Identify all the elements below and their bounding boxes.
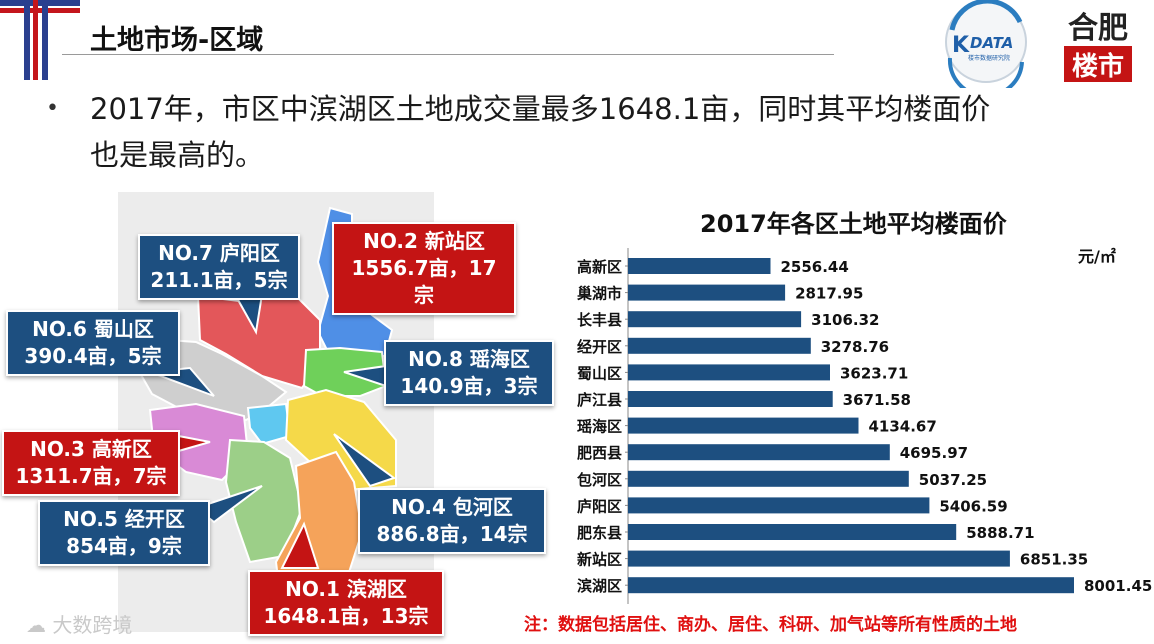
data-label: 5037.25 [919,471,987,489]
category-label: 经开区 [577,338,622,356]
data-label: 5406.59 [939,497,1007,515]
bar [628,497,930,514]
category-label: 长丰县 [577,311,622,329]
callout-jingkai: NO.5 经开区 854亩，9宗 [38,500,210,566]
bar [628,258,771,274]
callout-gaoxin: NO.3 高新区 1311.7亩，7宗 [2,430,180,496]
watermark-text: 大数跨境 [52,613,133,637]
category-label: 蜀山区 [577,364,622,382]
bullet-line-1: 2017年，市区中滨湖区土地成交量最多1648.1亩，同时其平均楼面价 [90,92,991,126]
bar [628,391,833,407]
category-label: 瑶海区 [577,418,622,436]
bar [628,337,811,354]
data-label: 3671.58 [843,391,911,409]
callout-shushan: NO.6 蜀山区 390.4亩，5宗 [6,310,180,376]
header-stripes [0,0,80,80]
data-label: 3278.76 [821,338,889,356]
bar-chart: 高新区 2556.44 巢湖市 2817.95 长丰县 3106.32 经开区 3278.76… [576,248,1152,604]
callout-binhu-detail: 1648.1亩，13宗 [263,604,429,628]
bar [628,284,786,301]
kdata-letter: K [952,33,970,58]
hefei-logo: 合肥 楼市 [1048,0,1148,90]
callout-luyang-detail: 211.1亩，5宗 [150,268,288,292]
callout-yaohai-detail: 140.9亩，3宗 [400,374,538,398]
callout-pointer-baohe [333,433,397,488]
data-label: 2817.95 [795,285,863,303]
callout-baohe-detail: 886.8亩，14宗 [376,522,528,546]
chart-unit-label: 元/㎡ [1078,247,1116,266]
kdata-subtitle: 楼市数据研究院 [968,54,1010,62]
data-label: 2556.44 [780,258,848,276]
callout-luyang: NO.7 庐阳区 211.1亩，5宗 [138,234,300,300]
category-label: 庐江县 [577,391,622,409]
kdata-wordmark: DATA [970,34,1013,52]
footnote: 注：数据包括居住、商办、居住、科研、加气站等所有性质的土地 [524,615,1017,635]
callout-pointer-binhu [280,521,320,569]
page-title: 土地市场-区域 [90,25,264,56]
bullet-icon: • [46,96,59,121]
callout-gaoxin-title: NO.3 高新区 [30,437,152,461]
callout-xinzhan-title: NO.2 新站区 [363,229,485,253]
bar [628,311,802,328]
callout-binhu: NO.1 滨湖区 1648.1亩，13宗 [248,570,444,636]
bar [628,417,859,434]
callout-binhu-title: NO.1 滨湖区 [285,577,407,601]
callout-xinzhan-detail: 1556.7亩，17宗 [351,256,497,307]
category-label: 新站区 [577,551,622,569]
category-label: 肥东县 [577,524,622,542]
watermark: ☁ 大数跨境 [26,609,132,638]
title-divider [62,54,834,55]
callout-baohe-title: NO.4 包河区 [391,495,513,519]
bar [628,577,1074,594]
bullet-text: 2017年，市区中滨湖区土地成交量最多1648.1亩，同时其平均楼面价 也是最高… [90,86,1080,178]
bar [628,524,957,540]
callout-yaohai: NO.8 瑶海区 140.9亩，3宗 [384,340,554,406]
category-label: 包河区 [577,471,622,489]
data-label: 6851.35 [1020,551,1088,569]
chart-title: 2017年各区土地平均楼面价 [700,210,1007,238]
hefei-logo-bottom: 楼市 [1072,51,1124,82]
bar [628,550,1010,567]
callout-gaoxin-detail: 1311.7亩，7宗 [15,464,167,488]
callout-jingkai-detail: 854亩，9宗 [66,534,182,558]
callout-shushan-title: NO.6 蜀山区 [32,317,154,341]
bullet-line-2: 也是最高的。 [90,138,265,172]
callout-luyang-title: NO.7 庐阳区 [158,241,280,265]
map-region-center [246,402,292,446]
category-label: 庐阳区 [577,497,622,515]
callout-xinzhan: NO.2 新站区 1556.7亩，17宗 [332,222,516,315]
category-label: 滨湖区 [577,577,622,595]
data-label: 4695.97 [900,444,968,462]
bar [628,444,890,461]
data-label: 3106.32 [811,311,879,329]
category-label: 巢湖市 [576,285,622,303]
watermark-icon: ☁ [26,613,53,637]
callout-baohe: NO.4 包河区 886.8亩，14宗 [358,488,546,554]
category-label: 肥西县 [577,444,622,462]
kdata-logo: K DATA 楼市数据研究院 [945,0,1027,88]
data-label: 8001.45 [1084,577,1152,595]
category-label: 高新区 [577,258,622,276]
callout-jingkai-title: NO.5 经开区 [63,507,185,531]
district-map: NO.7 庐阳区 211.1亩，5宗 NO.2 新站区 1556.7亩，17宗 … [0,190,560,644]
bar [628,364,830,381]
data-label: 5888.71 [966,524,1034,542]
data-label: 3623.71 [840,364,908,382]
callout-yaohai-title: NO.8 瑶海区 [408,347,530,371]
data-label: 4134.67 [868,418,936,436]
hefei-logo-top: 合肥 [1068,11,1128,46]
callout-shushan-detail: 390.4亩，5宗 [24,344,162,368]
bar [628,470,909,487]
